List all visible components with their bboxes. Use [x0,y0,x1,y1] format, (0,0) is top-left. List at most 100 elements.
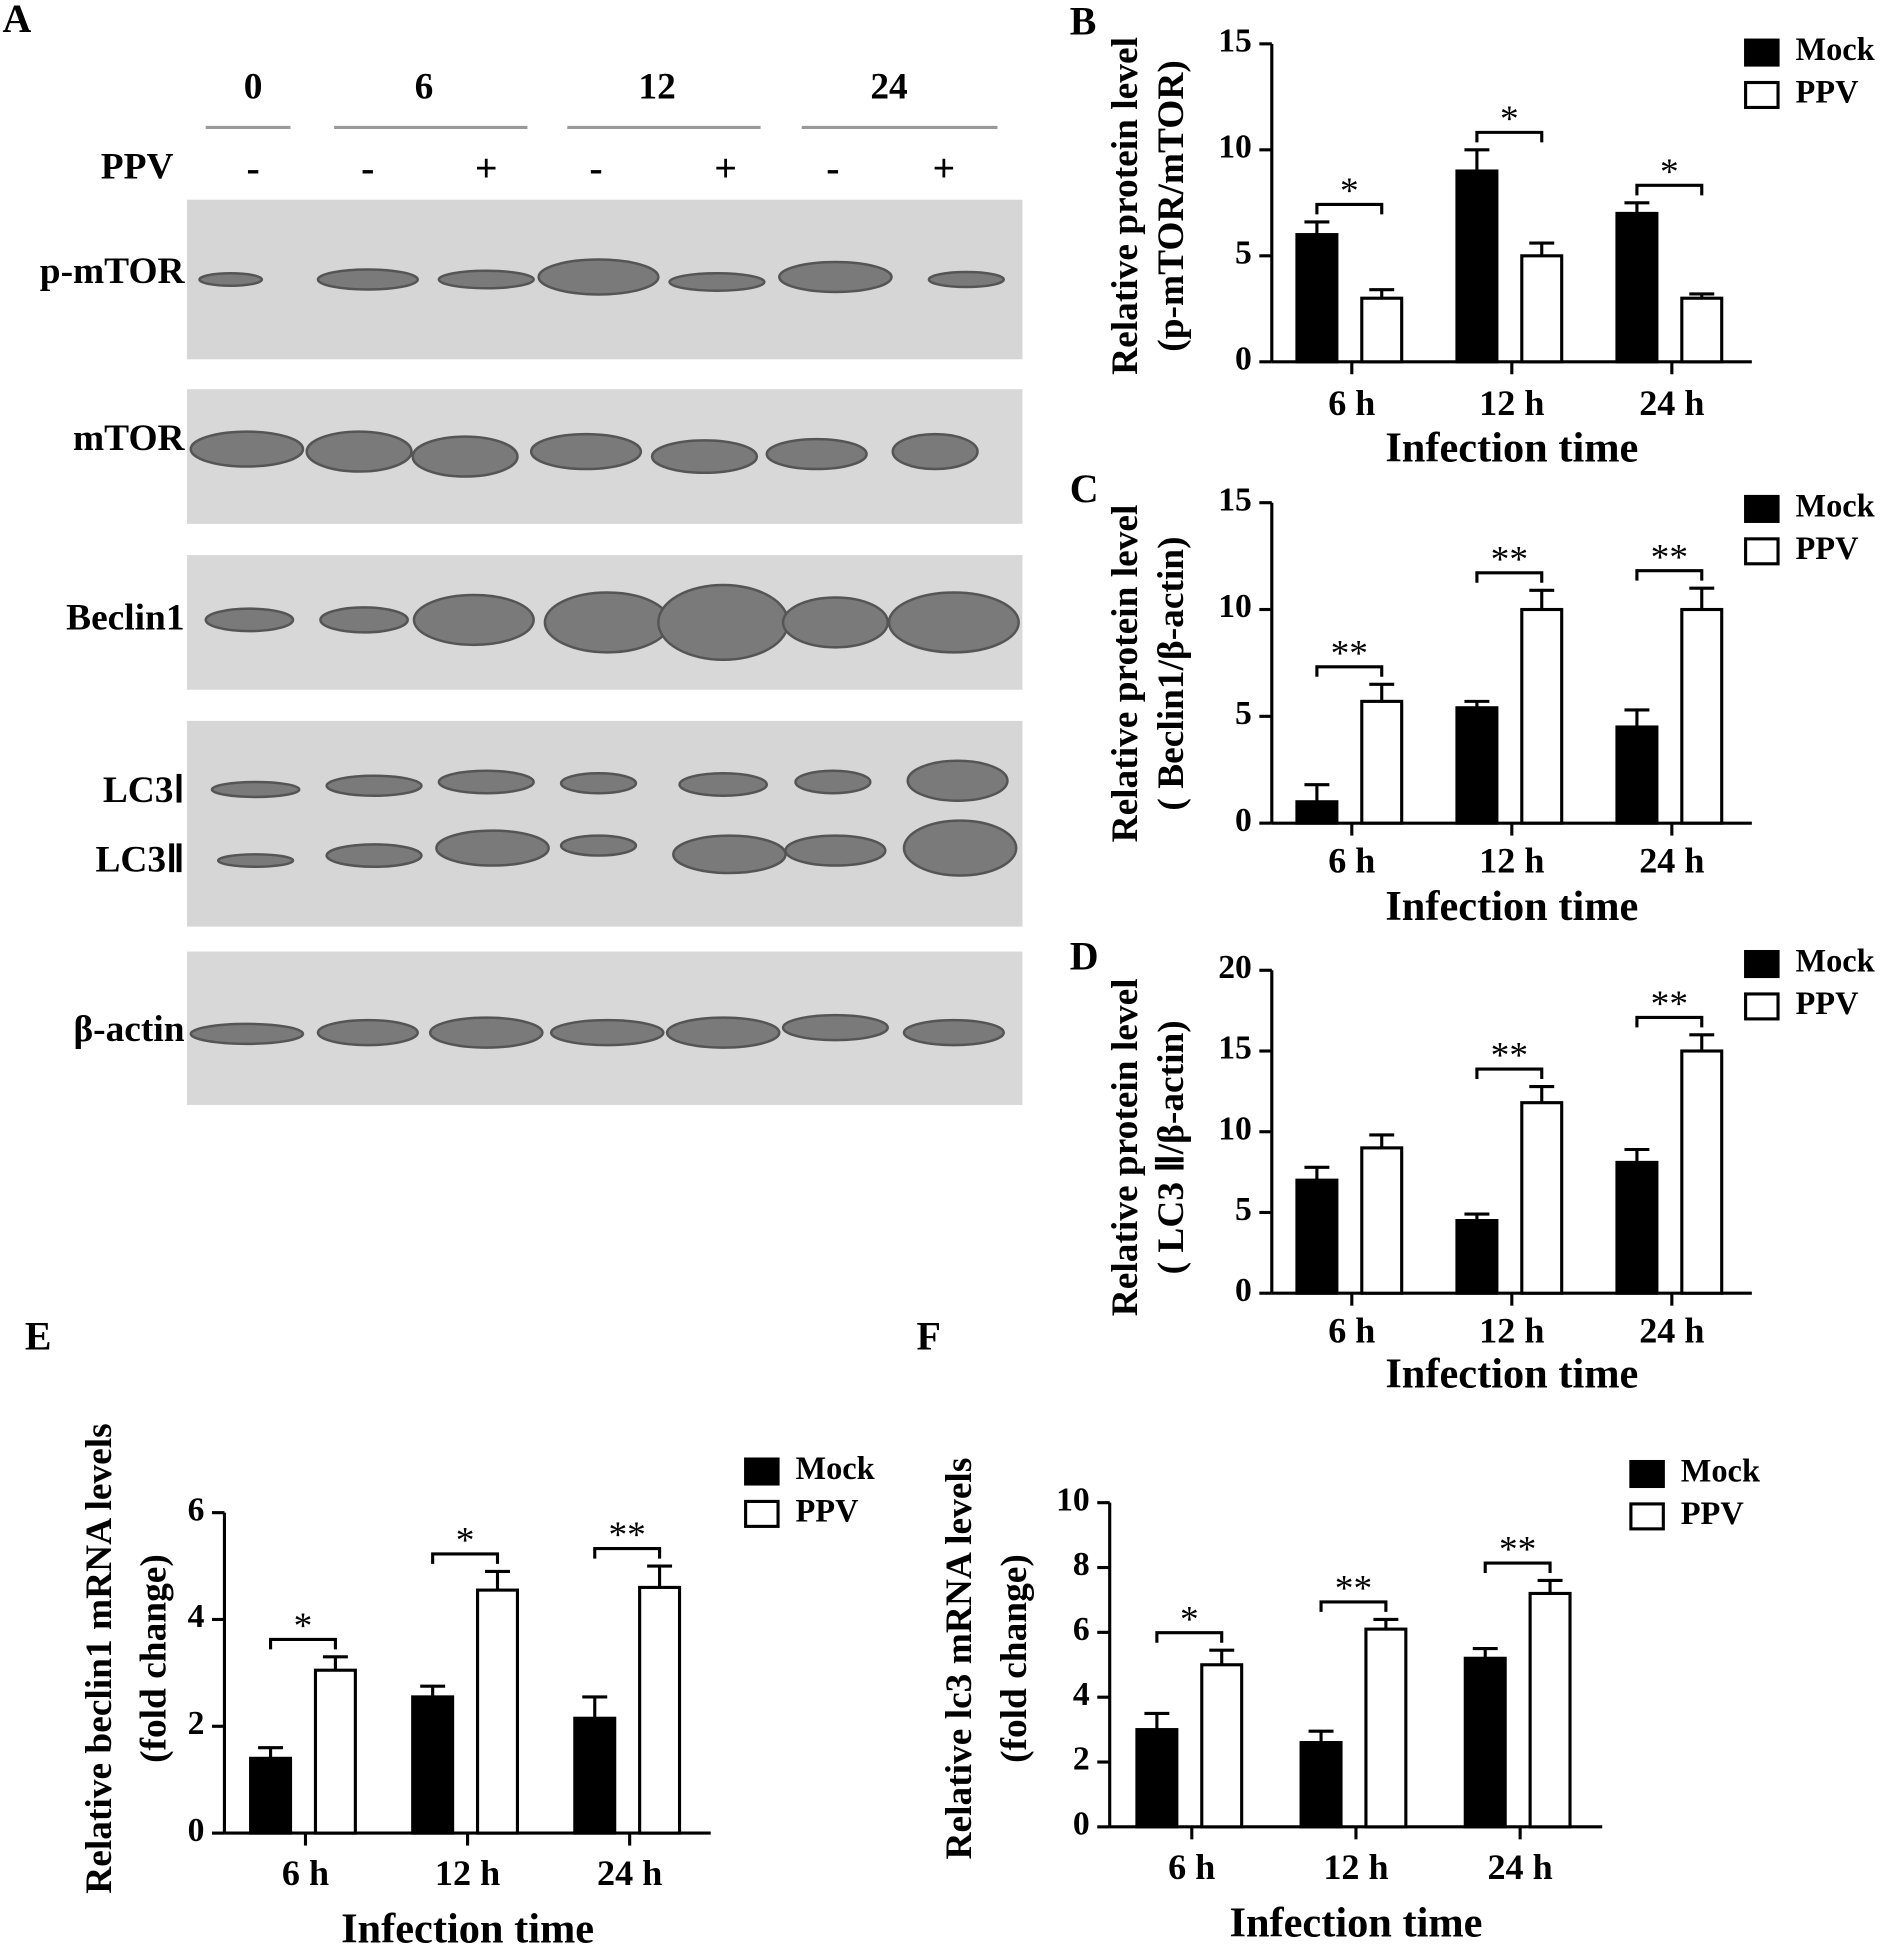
x-tick-label: 6 h [1328,383,1375,423]
y-tick-label: 0 [188,1812,205,1849]
y-tick-label: 4 [1073,1676,1090,1713]
x-tick-label: 6 h [1168,1847,1215,1887]
bar [1520,254,1564,364]
legend-swatch [1744,80,1780,110]
y-tick-label: 10 [1218,588,1252,625]
legend-label: Mock [1681,1453,1760,1489]
bar [1295,233,1339,364]
legend-label: PPV [1795,74,1859,110]
significance-bracket [593,1547,662,1559]
significance-label: ** [1491,539,1528,580]
y-tick-label: 15 [1218,481,1252,518]
time-point: 24 [870,67,907,108]
bar [313,1668,357,1835]
x-tick-label: 12 h [435,1853,500,1893]
significance-bracket [1635,569,1704,581]
significance-label: ** [1335,1569,1372,1610]
significance-bracket [1635,183,1704,196]
bar [1360,1146,1404,1295]
significance-label: * [294,1606,313,1647]
y-axis-label: Relative protein level [1105,978,1146,1316]
protein-label: mTOR [73,418,185,459]
y-tick-label: 6 [188,1491,205,1528]
panel-label: C [1070,466,1099,511]
lane-sign: - [589,145,602,190]
significance-bracket [1315,202,1384,215]
x-tick-label: 6 h [282,1853,329,1893]
bar [1135,1728,1179,1829]
bar [1520,607,1564,825]
legend-label: PPV [795,1493,859,1529]
legend-label: PPV [1795,531,1859,567]
y-tick-label: 2 [1073,1741,1090,1778]
legend-swatch [1629,1459,1665,1489]
significance-label: ** [1331,633,1368,674]
significance-bracket [1635,1015,1704,1028]
time-point: 6 [415,67,434,108]
bar [1463,1656,1507,1829]
significance-bracket [269,1637,337,1650]
significance-label: ** [1491,1036,1528,1077]
y-axis-label: ( Beclin1/β-actin) [1151,536,1192,810]
significance-bracket [1475,571,1544,583]
bar [249,1756,293,1835]
y-tick-label: 5 [1235,235,1252,272]
significance-label: * [456,1521,475,1562]
bar [1615,1160,1659,1295]
bar [1520,1101,1564,1295]
x-tick-label: 12 h [1479,841,1544,881]
time-point: 0 [244,67,263,108]
panel-label: F [916,1314,940,1359]
legend-label: Mock [1795,943,1874,979]
x-tick-label: 6 h [1328,1311,1375,1351]
legend-swatch [1629,1502,1665,1531]
legend-swatch [1744,992,1780,1021]
bar [1360,296,1404,364]
significance-label: * [1660,152,1679,193]
lane-sign: + [933,145,956,190]
x-tick-label: 24 h [1639,841,1704,881]
protein-label: LC3Ⅱ [95,840,184,881]
bar [1455,1218,1499,1295]
y-tick-label: 10 [1056,1481,1090,1518]
significance-label: * [1500,99,1519,140]
legend-label: Mock [1795,32,1874,68]
significance-label: * [1340,171,1359,212]
y-axis-label: Relative beclin1 mRNA levels [79,1423,120,1893]
bar [1200,1663,1244,1829]
y-tick-label: 10 [1218,1110,1252,1147]
y-tick-label: 4 [188,1598,205,1635]
x-tick-label: 24 h [1487,1847,1552,1887]
y-tick-label: 2 [188,1705,205,1742]
blot-strip [187,720,1023,927]
x-tick-label: 24 h [597,1853,662,1893]
significance-label: ** [608,1515,645,1556]
bar [1615,725,1659,825]
protein-label: Beclin1 [66,598,184,639]
significance-label: ** [1651,984,1688,1025]
x-axis-label: Infection time [1229,1899,1482,1946]
bar [411,1695,455,1835]
y-tick-label: 0 [1235,802,1252,839]
bands [189,258,1020,1049]
bar [1299,1741,1343,1829]
y-tick-label: 8 [1073,1546,1090,1583]
time-point: 12 [638,67,675,108]
y-tick-label: 15 [1218,23,1252,60]
y-axis-label: Relative protein level [1105,505,1146,843]
y-axis-label: (p-mTOR/mTOR) [1151,60,1192,352]
y-axis-label: (fold change) [134,1554,175,1763]
panel-label: A [2,0,31,41]
y-axis-label: ( LC3 Ⅱ/β-actin) [1151,1020,1192,1274]
lane-sign: - [246,145,259,190]
y-tick-label: 5 [1235,1191,1252,1228]
legend-label: PPV [1795,986,1859,1022]
protein-label: p-mTOR [40,251,186,292]
x-axis-label: Infection time [341,1906,594,1953]
lane-sign: + [714,145,737,190]
legend-swatch [1744,38,1780,67]
significance-bracket [431,1552,500,1564]
bar [573,1716,617,1835]
y-tick-label: 0 [1235,1272,1252,1309]
